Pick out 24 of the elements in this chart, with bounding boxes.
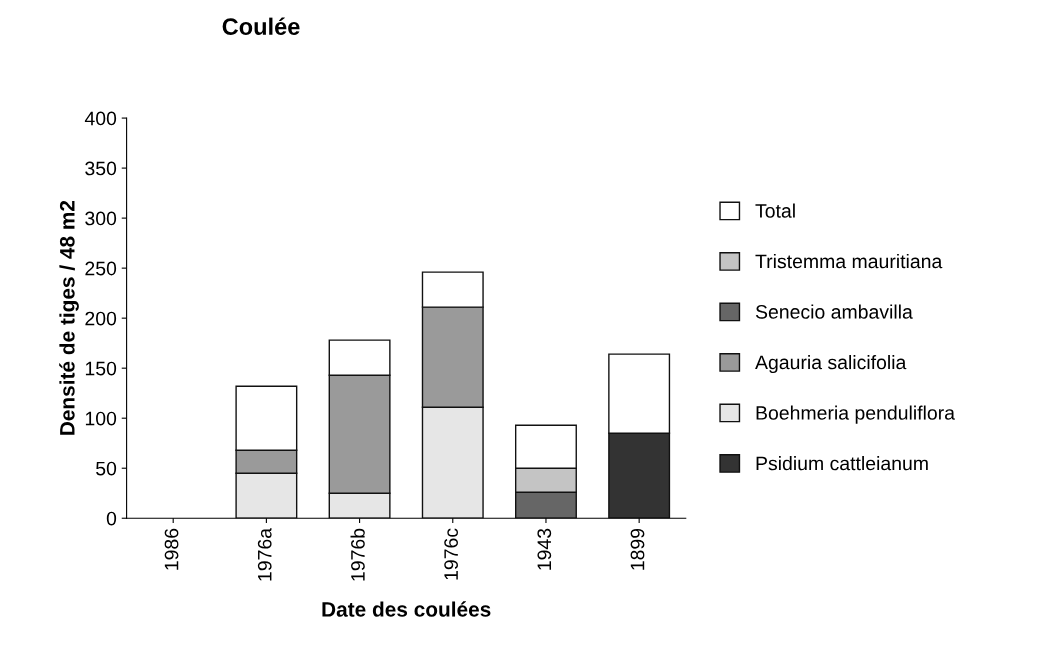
legend-label: Tristemma mauritiana (755, 253, 943, 269)
x-tick-label: 1976b (350, 528, 365, 581)
legend-label: Boehmeria penduliflora (756, 405, 955, 424)
legend-label: Total (755, 203, 795, 218)
y-tick-label: 400 (84, 111, 117, 126)
legend-label: Agauria salicifolia (755, 354, 907, 374)
chart-title: Coulée (222, 17, 300, 35)
y-tick-label: 300 (85, 211, 117, 226)
x-tick-label: 1899 (630, 528, 645, 570)
y-tick-label: 250 (85, 261, 117, 276)
x-axis-title: Date des coulées (322, 601, 491, 617)
legend-label: Psidium cattleianum (756, 456, 928, 471)
legend-label: Senecio ambavilla (755, 304, 913, 319)
y-tick-label: 50 (96, 461, 117, 476)
y-tick-label: 350 (85, 161, 117, 176)
y-tick-label: 0 (106, 511, 117, 526)
x-tick-label: 1976a (257, 527, 272, 581)
x-tick-label: 1943 (537, 528, 552, 570)
y-tick-label: 150 (85, 361, 117, 376)
y-axis-title: Densité de tiges / 48 m2 (59, 200, 79, 435)
x-tick-label: 1976c (444, 528, 458, 580)
x-tick-label: 1986 (164, 528, 179, 570)
y-tick-label: 200 (85, 311, 117, 326)
y-tick-label: 100 (85, 411, 117, 426)
